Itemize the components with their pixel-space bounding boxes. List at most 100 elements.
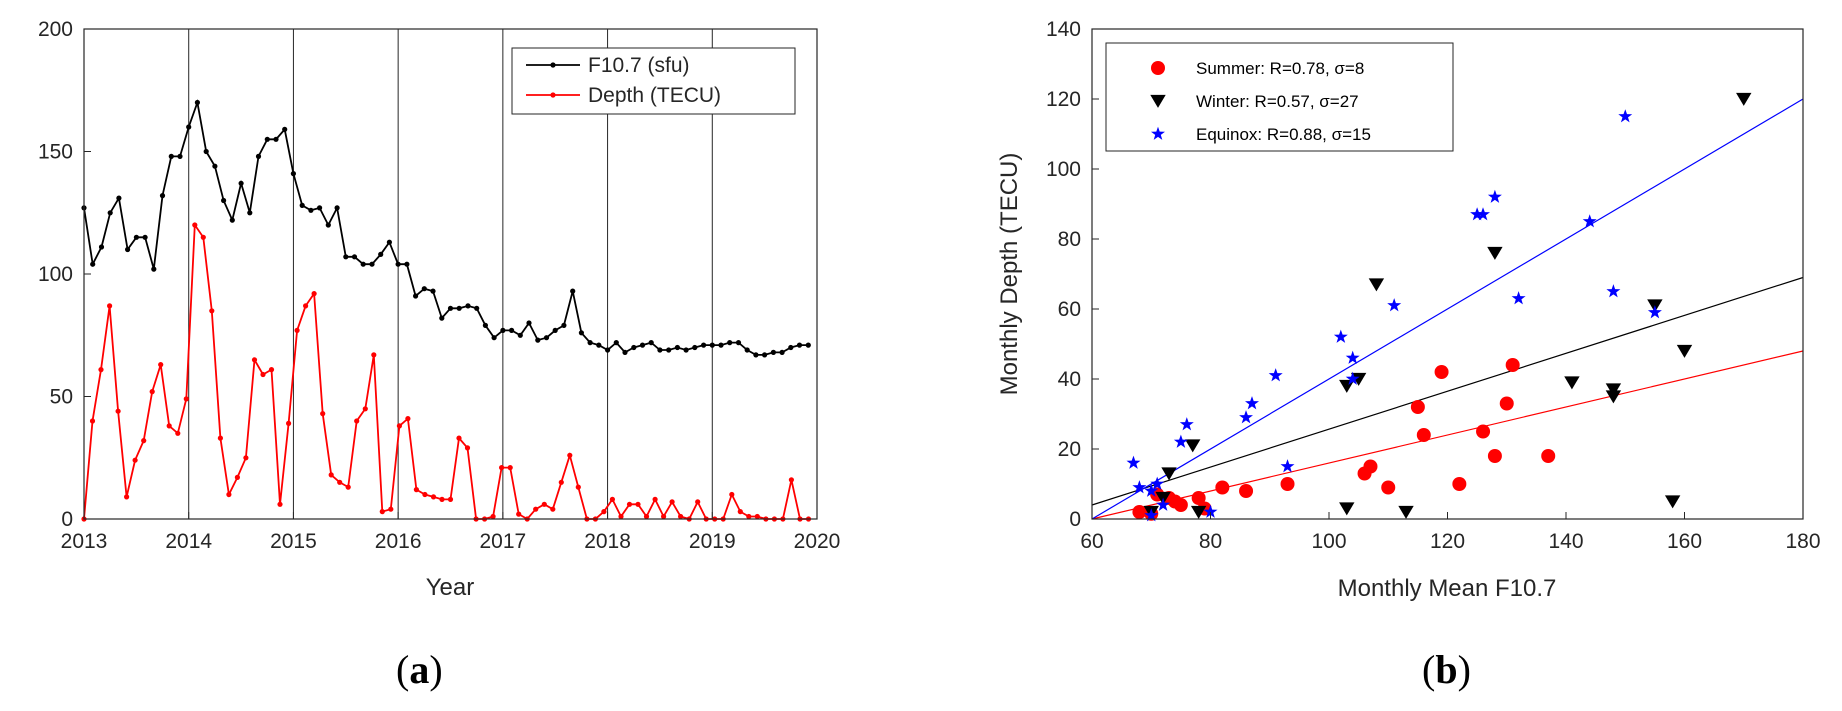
depth-series-point [328,472,334,478]
depth-series-point [464,445,471,451]
f107-series-point [343,254,349,260]
f107-series-point [247,210,253,216]
panel-a-caption-letter: a [409,647,430,692]
depth-series-point [609,496,616,502]
equinox-point [1476,207,1490,221]
f107-series-point [587,340,593,346]
equinox-point [1150,476,1165,490]
f107-series-point [701,342,707,348]
legend-marker-sample [550,92,556,98]
depth-series-point [209,308,215,314]
depth-series-point [788,477,795,483]
depth-series-point [490,513,496,520]
winter-point [1664,495,1681,509]
depth-series-point [618,513,624,520]
depth-series-point [98,367,104,373]
summer-point [1191,491,1206,505]
equinox-point [1487,189,1502,203]
f107-series-point [142,234,148,240]
f107-series-point [762,352,768,358]
f107-series-point [517,332,523,338]
f107-series-point [718,342,724,348]
panel-b-scatter-chart: 60 80 100 120 140 160 180 0 20 40 60 80 100 120 140 Mo… [996,18,1821,602]
summer-point [1505,358,1520,372]
f107-series-point [273,136,279,142]
f107-series-point [386,239,392,245]
f107-series-point [744,347,750,353]
winter-point [1350,372,1367,386]
depth-series-point [439,496,445,502]
f107-series-point [133,234,139,240]
depth-series-point [132,457,138,463]
f107-series-point [116,195,122,201]
f107-series-point [299,202,305,208]
legend-entry-label: Summer: R=0.78, σ=8 [1196,59,1364,78]
panel-a-line-chart: 2013 2014 2015 2016 2017 2018 2019 2020 0 50 100 15… [38,18,840,601]
depth-series-point [695,499,701,505]
winter-point [1605,383,1622,397]
depth-series-point [635,501,641,507]
summer-point [1280,477,1295,491]
f107-series-point [90,261,96,267]
panel-b-ytick-label: 20 [1058,438,1081,461]
equinox-point [1156,497,1171,511]
depth-series-point [601,509,607,515]
summer-point [1416,428,1431,442]
legend-marker-sample [1151,126,1165,140]
panel-a-legend-box [511,47,796,115]
depth-series-point [294,327,300,333]
equinox-point [1387,298,1402,312]
winter-point [1487,246,1503,260]
panel-b-ytick-label: 100 [1046,158,1081,181]
f107-series-point [491,335,497,341]
depth-series-point [243,455,249,461]
summer-point [1541,449,1556,463]
equinox-point [1582,214,1597,228]
f107-series-point [535,337,541,343]
summer-point [1363,459,1378,474]
f107-series-point [212,163,218,169]
winter-point [1398,505,1414,519]
panel-b-ytick-label: 60 [1058,298,1081,321]
winter-point [1564,376,1580,390]
f107-series-point [290,171,296,177]
f107-series-point [500,327,506,333]
panel-b-ytick-label: 0 [1069,508,1081,531]
legend-marker-sample [1151,61,1165,75]
depth-series-point [107,303,113,309]
panel-a-xtick-label: 2018 [584,530,631,553]
depth-series-point [141,438,147,444]
f107-series-point [727,340,733,346]
f107-series-point [543,335,550,341]
f107-series-point [125,246,131,253]
depth-series-point [260,371,266,378]
f107-series-point [709,342,715,348]
depth-series-point [575,484,581,490]
f107-series-point [796,342,803,348]
legend-entry-label: F10.7 (sfu) [588,54,690,77]
depth-series-point [550,506,556,512]
f107-series-point [605,347,611,353]
f107-series-point [177,153,183,159]
f107-series-point [238,180,244,186]
depth-series-point [89,418,96,424]
depth-series-point [175,430,181,436]
depth-series-point [678,513,684,520]
panel-b-xlabel: Monthly Mean F10.7 [1338,575,1557,602]
f107-series-point [203,148,209,155]
panel-b-xtick-label: 100 [1311,530,1346,553]
winter-point [1339,502,1355,516]
f107-series-point [770,349,777,355]
depth-series-point [286,420,292,426]
depth-series-point [149,389,155,395]
depth-series-point [345,484,351,490]
panel-b-xtick-label: 60 [1080,530,1103,553]
f107-series-point [308,207,314,213]
panel-a-legend: F10.7 (sfu) Depth (TECU) [511,47,796,115]
f107-series-point [194,99,200,106]
equinox-point [1144,508,1159,522]
summer-point [1476,424,1491,439]
summer-point [1215,480,1230,495]
equinox-point [1126,455,1141,469]
f107-series-point [186,124,192,130]
